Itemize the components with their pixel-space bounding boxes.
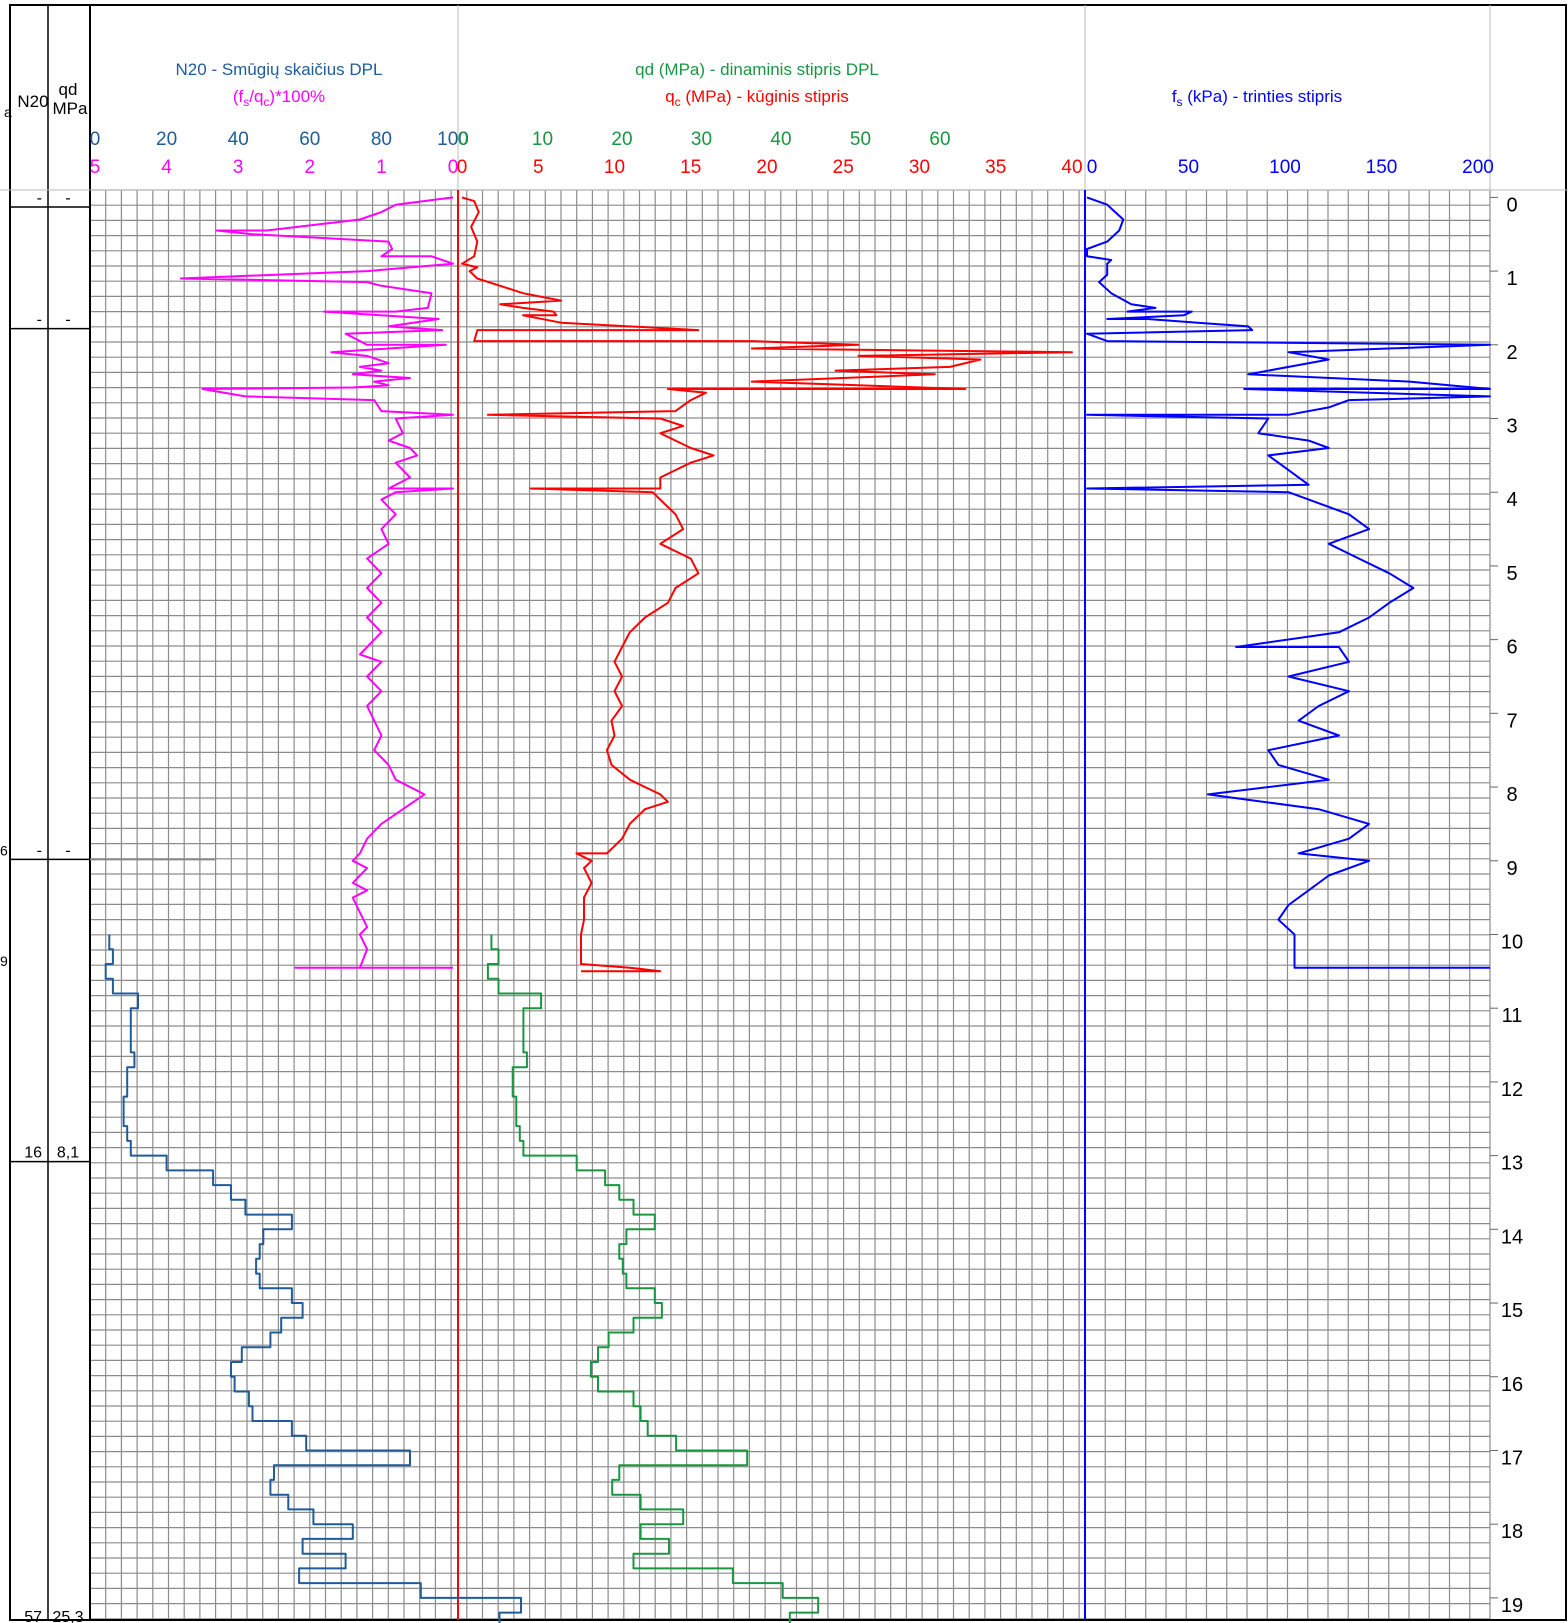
n20-tick-label: 100 bbox=[437, 129, 469, 150]
n20-tick-label: 80 bbox=[371, 129, 392, 150]
qc-tick-label: 10 bbox=[604, 157, 625, 178]
qc-tick-label: 25 bbox=[833, 157, 854, 178]
depth-tick-label: 0 bbox=[1506, 194, 1517, 216]
ratio-series-line bbox=[179, 196, 454, 969]
depth-tick-label: 2 bbox=[1506, 342, 1517, 364]
qc-tick-label: 35 bbox=[985, 157, 1006, 178]
qd-series-line bbox=[486, 934, 820, 1623]
n20-tick-label: 0 bbox=[90, 129, 101, 150]
fs-tick-label: 100 bbox=[1269, 157, 1301, 178]
qc-tick-label: 5 bbox=[533, 157, 544, 178]
qc-tick-label: 20 bbox=[756, 157, 777, 178]
qd-tick-label: 50 bbox=[850, 129, 871, 150]
depth-tick-label: 14 bbox=[1501, 1226, 1523, 1248]
n20-column-header: N20 bbox=[17, 92, 48, 111]
edge-fragment: 6 bbox=[0, 842, 8, 858]
qd-value: 8,1 bbox=[57, 1145, 79, 1162]
depth-tick-label: 4 bbox=[1506, 489, 1517, 511]
qd-tick-label: 30 bbox=[691, 129, 712, 150]
edge-header-fragment: a bbox=[4, 104, 12, 120]
depth-tick-label: 17 bbox=[1501, 1447, 1523, 1469]
n20-tick-label: 40 bbox=[228, 129, 249, 150]
fs-series-line bbox=[1086, 196, 1491, 969]
left-data-columns: a N20 qd MPa - - - - - - 16 8,1 57 25,3 6 9 bbox=[0, 80, 215, 1623]
depth-tick-label: 13 bbox=[1501, 1153, 1523, 1175]
depth-tick-label: 18 bbox=[1501, 1521, 1523, 1543]
depth-tick-label: 9 bbox=[1506, 858, 1517, 880]
n20-value: - bbox=[37, 190, 42, 207]
n20-tick-label: 20 bbox=[156, 129, 177, 150]
qd-tick-label: 20 bbox=[611, 129, 632, 150]
chart-titles: N20 - Smūgių skaičius DPL (fs/qc)*100% q… bbox=[176, 60, 1343, 109]
ratio-tick-label: 3 bbox=[233, 157, 244, 178]
depth-tick-label: 1 bbox=[1506, 268, 1517, 290]
depth-tick-label: 3 bbox=[1506, 416, 1517, 438]
qd-tick-label: 40 bbox=[770, 129, 791, 150]
n20-value: - bbox=[37, 842, 42, 859]
ratio-tick-label: 5 bbox=[90, 157, 101, 178]
qd-value: - bbox=[65, 312, 70, 329]
qc-chart-title: qc (MPa) - kūginis stipris bbox=[665, 87, 849, 109]
depth-tick-label: 11 bbox=[1502, 1005, 1523, 1027]
fs-chart-title: fs (kPa) - trinties stipris bbox=[1172, 87, 1342, 109]
ratio-tick-label: 2 bbox=[305, 157, 316, 178]
depth-tick-label: 10 bbox=[1501, 931, 1523, 953]
qc-tick-label: 30 bbox=[909, 157, 930, 178]
qc-tick-label: 15 bbox=[680, 157, 701, 178]
qd-value: 25,3 bbox=[52, 1609, 83, 1623]
n20-chart-title: N20 - Smūgių skaičius DPL bbox=[176, 60, 383, 79]
qd-chart-title: qd (MPa) - dinaminis stipris DPL bbox=[635, 60, 879, 79]
qd-value: - bbox=[65, 842, 70, 859]
depth-tick-label: 16 bbox=[1501, 1374, 1523, 1396]
n20-tick-label: 60 bbox=[299, 129, 320, 150]
qc-series-line bbox=[461, 196, 1073, 973]
ratio-tick-label: 4 bbox=[161, 157, 172, 178]
n20-series-line bbox=[104, 934, 522, 1623]
outer-frame bbox=[9, 4, 1567, 1621]
fs-tick-label: 200 bbox=[1462, 157, 1494, 178]
depth-tick-label: 8 bbox=[1506, 784, 1517, 806]
qd-column-header-line2: MPa bbox=[53, 99, 89, 118]
fs-tick-label: 50 bbox=[1178, 157, 1199, 178]
qd-tick-label: 60 bbox=[929, 129, 950, 150]
qd-tick-label: 0 bbox=[458, 129, 469, 150]
fs-tick-label: 150 bbox=[1366, 157, 1398, 178]
n20-value: 16 bbox=[24, 1145, 42, 1162]
qd-column-header-line1: qd bbox=[59, 80, 78, 99]
edge-fragment: 9 bbox=[0, 953, 8, 969]
grid bbox=[89, 189, 1491, 1620]
depth-tick-label: 5 bbox=[1506, 563, 1517, 585]
depth-tick-label: 12 bbox=[1501, 1079, 1523, 1101]
qd-value: - bbox=[65, 190, 70, 207]
data-series bbox=[104, 196, 1491, 1623]
ratio-tick-label: 0 bbox=[448, 157, 459, 178]
depth-tick-label: 15 bbox=[1501, 1300, 1523, 1322]
ratio-chart-title: (fs/qc)*100% bbox=[233, 87, 325, 109]
depth-tick-label: 7 bbox=[1506, 710, 1517, 732]
n20-value: 57 bbox=[24, 1609, 42, 1623]
qc-tick-label: 0 bbox=[457, 157, 468, 178]
chart-frame bbox=[0, 4, 1568, 1621]
n20-value: - bbox=[37, 312, 42, 329]
depth-tick-label: 6 bbox=[1506, 637, 1517, 659]
fs-tick-label: 0 bbox=[1087, 157, 1098, 178]
qc-tick-label: 40 bbox=[1061, 157, 1082, 178]
qd-tick-label: 10 bbox=[532, 129, 553, 150]
depth-tick-label: 19 bbox=[1501, 1595, 1523, 1617]
ratio-tick-label: 1 bbox=[376, 157, 387, 178]
